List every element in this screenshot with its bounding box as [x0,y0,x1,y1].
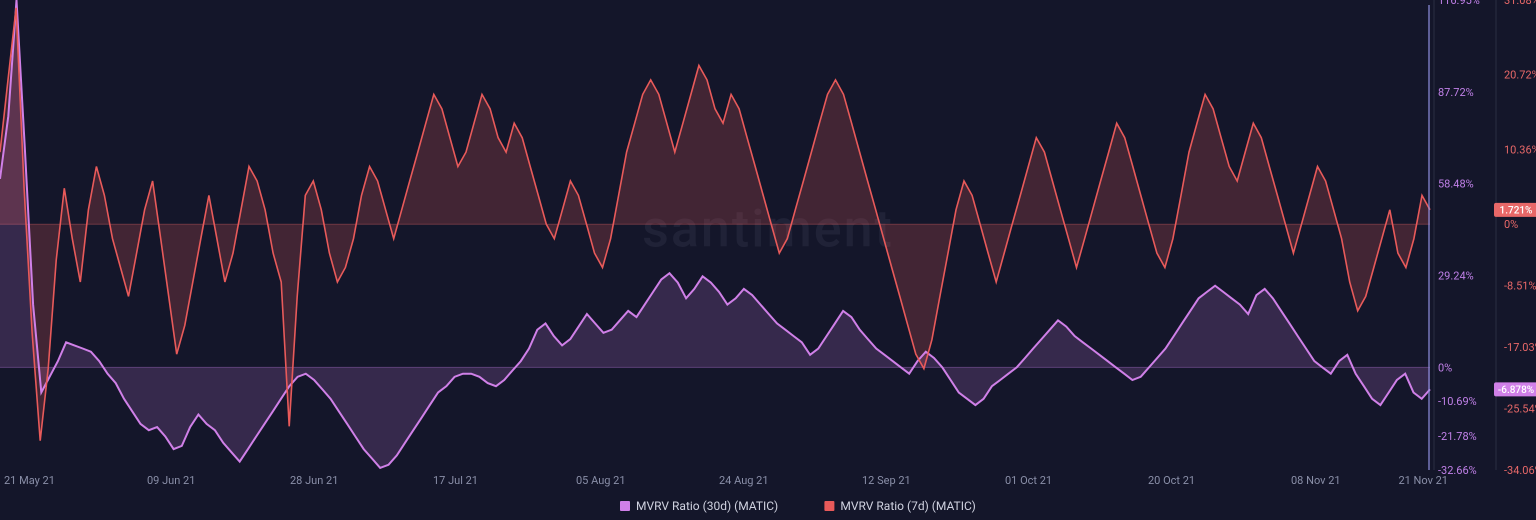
x-tick-label: 24 Aug 21 [719,474,769,487]
x-tick-label: 21 May 21 [4,474,55,487]
legend-label[interactable]: MVRV Ratio (7d) (MATIC) [840,499,975,513]
y-tick-7d: -25.54% [1504,403,1536,416]
y-tick-7d: 0% [1504,218,1518,231]
y-tick-7d: 10.36% [1504,143,1536,156]
x-tick-label: 12 Sep 21 [862,474,911,487]
y-tick-30d: -21.78% [1438,430,1477,443]
y-tick-30d: 87.72% [1438,86,1474,99]
y-tick-7d: -8.51% [1504,280,1536,293]
y-tick-7d: 31.08% [1504,0,1536,7]
chart-canvas[interactable]: 21 May 21 09 Jun 21 28 Jun 21 17 Jul 21 05 A… [0,0,1536,520]
value-badge-7d-text: 1.721% [1500,205,1533,216]
x-tick-label: 17 Jul 21 [433,474,478,487]
x-tick-label: 05 Aug 21 [576,474,626,487]
y-tick-30d: 58.48% [1438,178,1474,191]
y-tick-7d: -34.06% [1504,464,1536,477]
legend-swatch[interactable] [620,501,630,511]
x-tick-label: 09 Jun 21 [147,474,195,487]
y-tick-30d: -32.66% [1438,464,1477,477]
y-tick-30d: 29.24% [1438,270,1474,283]
y-tick-30d: 116.95% [1438,0,1480,7]
legend-swatch[interactable] [824,501,834,511]
x-tick-label: 20 Oct 21 [1148,474,1195,487]
y-tick-7d: -17.03% [1504,341,1536,354]
y-tick-7d: 20.72% [1504,69,1536,82]
y-tick-30d: 0% [1438,361,1452,374]
series-30d-fill [0,0,1430,468]
legend-label[interactable]: MVRV Ratio (30d) (MATIC) [636,499,778,513]
x-tick-label: 08 Nov 21 [1291,474,1341,487]
value-badge-30d-text: -6.878% [1498,385,1534,396]
x-tick-label: 28 Jun 21 [290,474,338,487]
mvrv-chart[interactable]: santiment 21 May 2109 Jun 2128 Jun 2117 … [0,0,1536,520]
y-tick-30d: -10.69% [1438,395,1477,408]
x-tick-label: 01 Oct 21 [1005,474,1052,487]
